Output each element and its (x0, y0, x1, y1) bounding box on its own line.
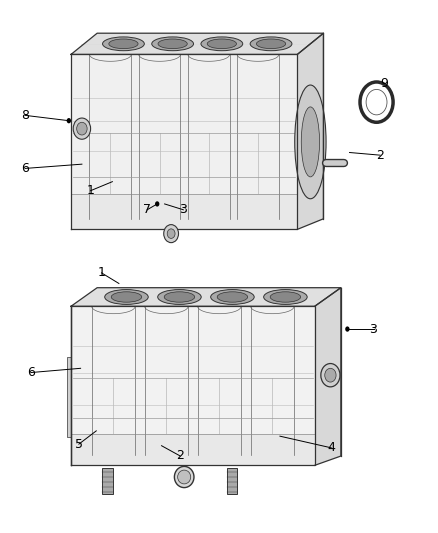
Ellipse shape (256, 39, 286, 49)
Polygon shape (71, 433, 315, 465)
Text: 2: 2 (176, 449, 184, 462)
Text: 1: 1 (98, 266, 106, 279)
Circle shape (325, 368, 336, 382)
Polygon shape (71, 288, 341, 306)
Text: 3: 3 (180, 203, 187, 216)
Ellipse shape (174, 466, 194, 488)
Polygon shape (226, 468, 237, 495)
Ellipse shape (105, 289, 148, 304)
Ellipse shape (164, 292, 194, 302)
Polygon shape (71, 195, 297, 229)
Ellipse shape (270, 292, 300, 302)
Ellipse shape (109, 39, 138, 49)
Ellipse shape (201, 37, 243, 51)
Ellipse shape (301, 107, 320, 177)
Circle shape (77, 122, 87, 135)
Text: 2: 2 (376, 149, 384, 161)
Text: 4: 4 (327, 441, 335, 454)
Text: 3: 3 (370, 322, 378, 336)
Text: 1: 1 (87, 184, 95, 197)
Ellipse shape (264, 289, 307, 304)
Ellipse shape (178, 470, 191, 484)
Ellipse shape (158, 289, 201, 304)
Ellipse shape (295, 85, 326, 199)
Text: 9: 9 (381, 77, 389, 90)
Ellipse shape (152, 37, 194, 51)
Polygon shape (297, 33, 323, 229)
Polygon shape (102, 468, 113, 495)
Circle shape (167, 229, 175, 238)
Polygon shape (71, 306, 315, 465)
Circle shape (345, 326, 350, 332)
Ellipse shape (102, 37, 145, 51)
Text: 7: 7 (143, 203, 151, 216)
Polygon shape (71, 54, 297, 229)
Ellipse shape (211, 289, 254, 304)
Circle shape (366, 90, 387, 115)
Circle shape (67, 118, 71, 123)
Ellipse shape (217, 292, 247, 302)
Polygon shape (315, 288, 341, 465)
Circle shape (164, 224, 179, 243)
Ellipse shape (111, 292, 142, 302)
Text: 6: 6 (27, 366, 35, 379)
Ellipse shape (158, 39, 187, 49)
Polygon shape (71, 33, 323, 54)
Text: 8: 8 (21, 109, 29, 122)
Circle shape (321, 364, 340, 387)
Text: 6: 6 (21, 162, 29, 175)
Text: 5: 5 (75, 438, 83, 450)
Circle shape (155, 201, 159, 207)
Ellipse shape (207, 39, 237, 49)
Polygon shape (67, 357, 71, 437)
Circle shape (73, 118, 91, 139)
Ellipse shape (250, 37, 292, 51)
